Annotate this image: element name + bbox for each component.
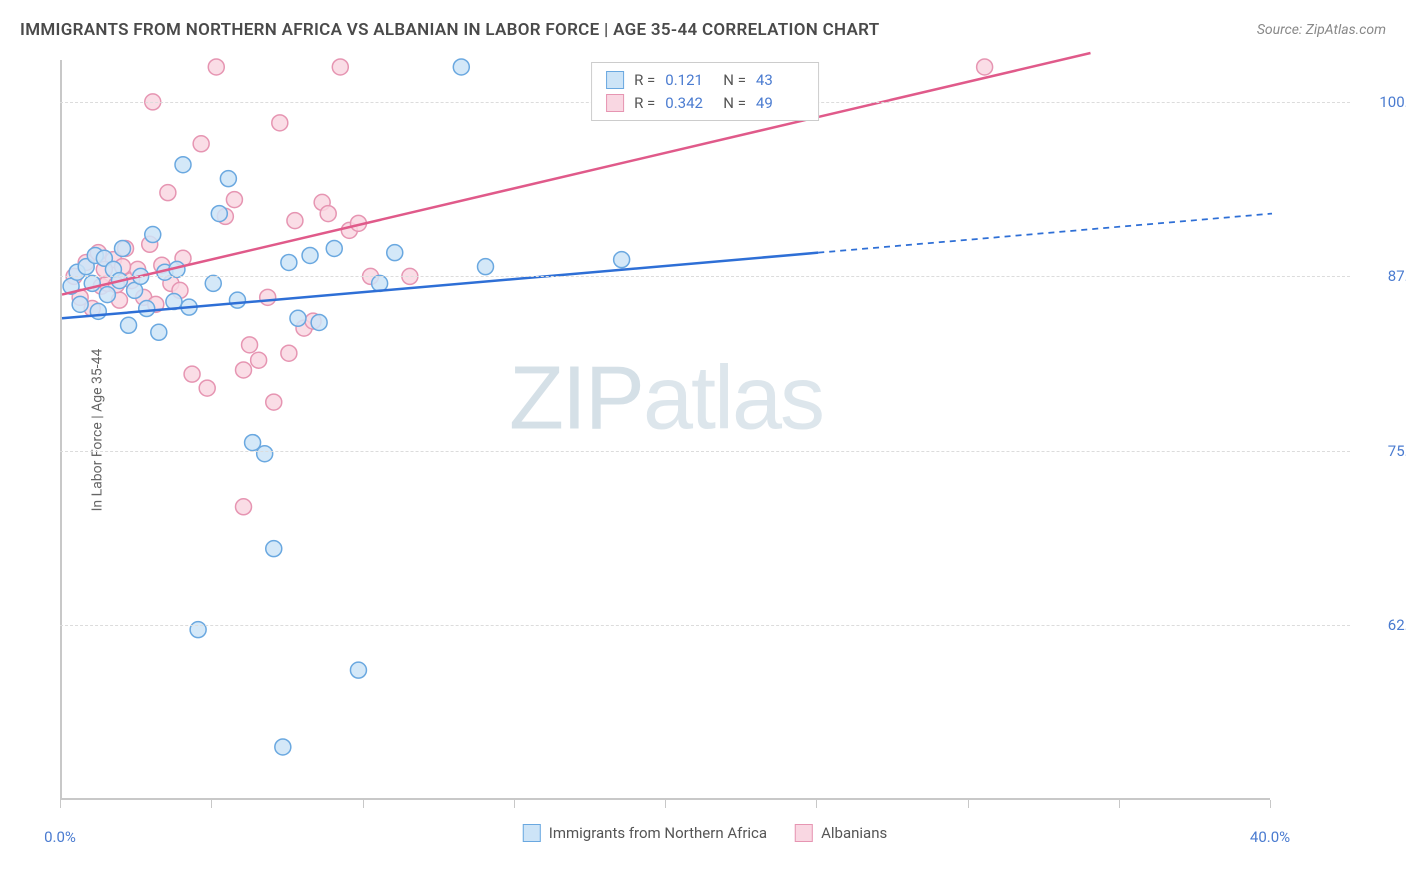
data-point: [184, 366, 200, 382]
plot-box: ZIPatlas: [60, 60, 1270, 800]
data-point: [242, 337, 258, 353]
data-point: [151, 324, 167, 340]
data-point: [311, 314, 327, 330]
x-tick: [60, 800, 61, 808]
x-tick: [665, 800, 666, 808]
y-tick-label: 75.0%: [1388, 442, 1406, 460]
data-point: [281, 345, 297, 361]
r-label: R =: [634, 92, 655, 115]
data-point: [145, 227, 161, 243]
trend-line-dashed: [818, 214, 1272, 253]
x-tick: [363, 800, 364, 808]
swatch-series-2: [606, 94, 624, 112]
data-point: [266, 394, 282, 410]
data-point: [290, 310, 306, 326]
data-point: [266, 541, 282, 557]
data-point: [160, 185, 176, 201]
data-point: [193, 136, 209, 152]
data-point: [199, 380, 215, 396]
y-tick-label: 100.0%: [1379, 93, 1406, 111]
data-point: [139, 301, 155, 317]
data-point: [332, 59, 348, 75]
data-point: [236, 362, 252, 378]
n-value-1: 43: [756, 69, 804, 92]
data-point: [350, 662, 366, 678]
r-value-2: 0.342: [665, 92, 713, 115]
x-tick: [816, 800, 817, 808]
data-point: [226, 192, 242, 208]
data-point: [257, 446, 273, 462]
n-label: N =: [723, 92, 746, 115]
x-tick-label: 40.0%: [1250, 828, 1290, 846]
trend-line: [62, 53, 1091, 295]
x-tick: [968, 800, 969, 808]
legend-swatch-1: [523, 824, 541, 842]
data-point: [478, 259, 494, 275]
data-point: [275, 739, 291, 755]
stats-legend: R = 0.121 N = 43 R = 0.342 N = 49: [591, 62, 819, 121]
data-point: [220, 171, 236, 187]
legend-item-1: Immigrants from Northern Africa: [523, 824, 767, 842]
x-tick-label: 0.0%: [44, 828, 76, 846]
chart-title: IMMIGRANTS FROM NORTHERN AFRICA VS ALBAN…: [20, 20, 879, 40]
data-point: [229, 292, 245, 308]
r-value-1: 0.121: [665, 69, 713, 92]
data-point: [208, 59, 224, 75]
data-point: [453, 59, 469, 75]
gridline: [60, 625, 1350, 626]
y-tick-label: 62.5%: [1388, 616, 1406, 634]
data-point: [205, 275, 221, 291]
data-point: [190, 622, 206, 638]
data-point: [372, 275, 388, 291]
data-point: [320, 206, 336, 222]
data-point: [236, 499, 252, 515]
data-point: [977, 59, 993, 75]
chart-area: In Labor Force | Age 35-44 ZIPatlas 62.5…: [60, 60, 1350, 800]
x-tick: [1119, 800, 1120, 808]
x-tick: [514, 800, 515, 808]
r-label: R =: [634, 69, 655, 92]
data-point: [251, 352, 267, 368]
data-point: [211, 206, 227, 222]
data-point: [281, 254, 297, 270]
stats-row-series-2: R = 0.342 N = 49: [606, 92, 804, 115]
data-point: [272, 115, 288, 131]
data-point: [99, 287, 115, 303]
legend-label-2: Albanians: [821, 824, 887, 842]
scatter-plot-svg: [62, 60, 1272, 800]
gridline: [60, 451, 1350, 452]
bottom-legend: Immigrants from Northern Africa Albanian…: [523, 824, 887, 842]
data-point: [121, 317, 137, 333]
source-attribution: Source: ZipAtlas.com: [1257, 22, 1386, 38]
data-point: [287, 213, 303, 229]
data-point: [387, 245, 403, 261]
y-tick-label: 87.5%: [1388, 267, 1406, 285]
data-point: [175, 157, 191, 173]
data-point: [90, 303, 106, 319]
data-point: [115, 240, 131, 256]
stats-row-series-1: R = 0.121 N = 43: [606, 69, 804, 92]
data-point: [614, 252, 630, 268]
n-label: N =: [723, 69, 746, 92]
data-point: [260, 289, 276, 305]
data-point: [72, 296, 88, 312]
data-point: [302, 247, 318, 263]
x-tick: [1270, 800, 1271, 808]
legend-swatch-2: [795, 824, 813, 842]
gridline: [60, 276, 1350, 277]
x-tick: [211, 800, 212, 808]
n-value-2: 49: [756, 92, 804, 115]
legend-item-2: Albanians: [795, 824, 887, 842]
data-point: [326, 240, 342, 256]
swatch-series-1: [606, 71, 624, 89]
legend-label-1: Immigrants from Northern Africa: [549, 824, 767, 842]
